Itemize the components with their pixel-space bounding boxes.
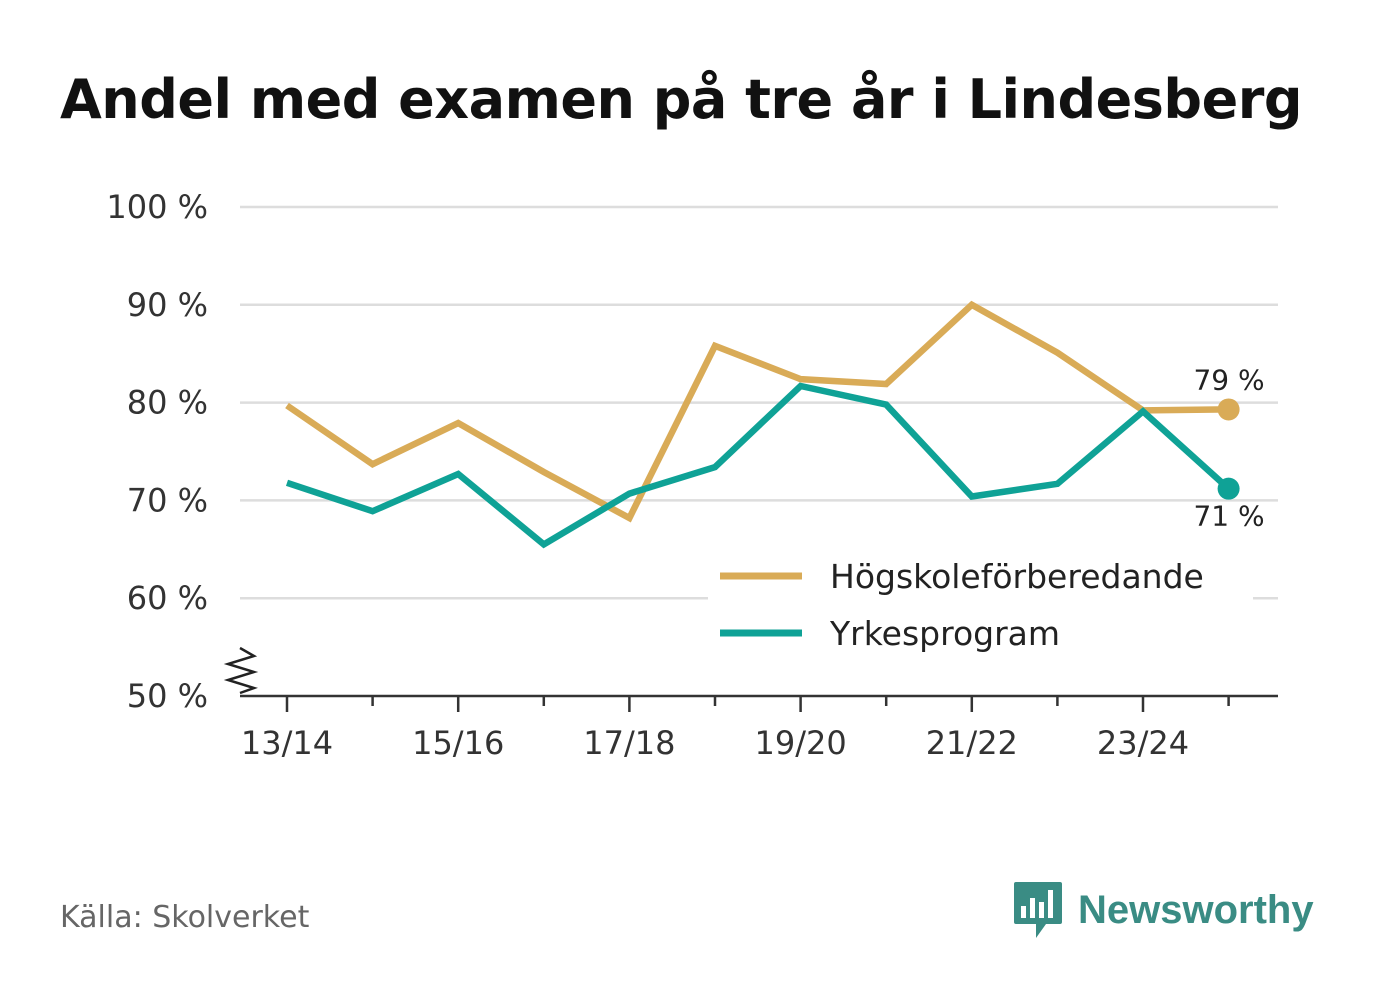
y-tick-label: 50 %: [127, 677, 208, 715]
y-tick-label: 70 %: [127, 481, 208, 519]
series-line-1: [285, 300, 1229, 523]
y-tick-label: 80 %: [127, 384, 208, 422]
x-tick-label: 19/20: [754, 724, 846, 762]
axes: 50 % 60 % 70 % 80 % 90 % 100 % 13/14 15/16 17/18…: [106, 188, 1278, 762]
legend-label-1: Högskoleförberedande: [830, 557, 1204, 596]
y-tick-label: 60 %: [127, 579, 208, 617]
x-tick-label: 15/16: [412, 724, 504, 762]
legend-label-2: Yrkesprogram: [829, 614, 1060, 653]
data-labels: 79 % 71 %: [1193, 363, 1264, 532]
x-tick-label: 13/14: [241, 724, 333, 762]
legend-background: [708, 553, 1253, 663]
series-line-2: [285, 382, 1231, 549]
series-end-marker-1: [1217, 398, 1240, 421]
chart-title: Andel med examen på tre år i Lindesberg: [60, 68, 1303, 131]
axis-break-icon: [223, 646, 259, 695]
end-value-label-1: 79 %: [1193, 363, 1264, 396]
x-tick-label: 23/24: [1097, 724, 1189, 762]
brand-name: Newsworthy: [1078, 887, 1314, 932]
series-end-marker-2: [1217, 477, 1240, 500]
bar-chart-speech-bubble-icon: [1014, 882, 1062, 938]
x-tick-label: 17/18: [583, 724, 675, 762]
x-tick-label: 21/22: [926, 724, 1018, 762]
end-value-label-2: 71 %: [1193, 500, 1264, 533]
y-tick-label: 100 %: [106, 188, 208, 226]
series-lines: [285, 300, 1240, 549]
brand-logo[interactable]: Newsworthy: [1012, 880, 1314, 940]
y-tick-label: 90 %: [127, 286, 208, 324]
grid-lines: [240, 205, 1278, 600]
legend: Högskoleförberedande Yrkesprogram: [708, 553, 1253, 663]
source-note: Källa: Skolverket: [60, 900, 310, 935]
